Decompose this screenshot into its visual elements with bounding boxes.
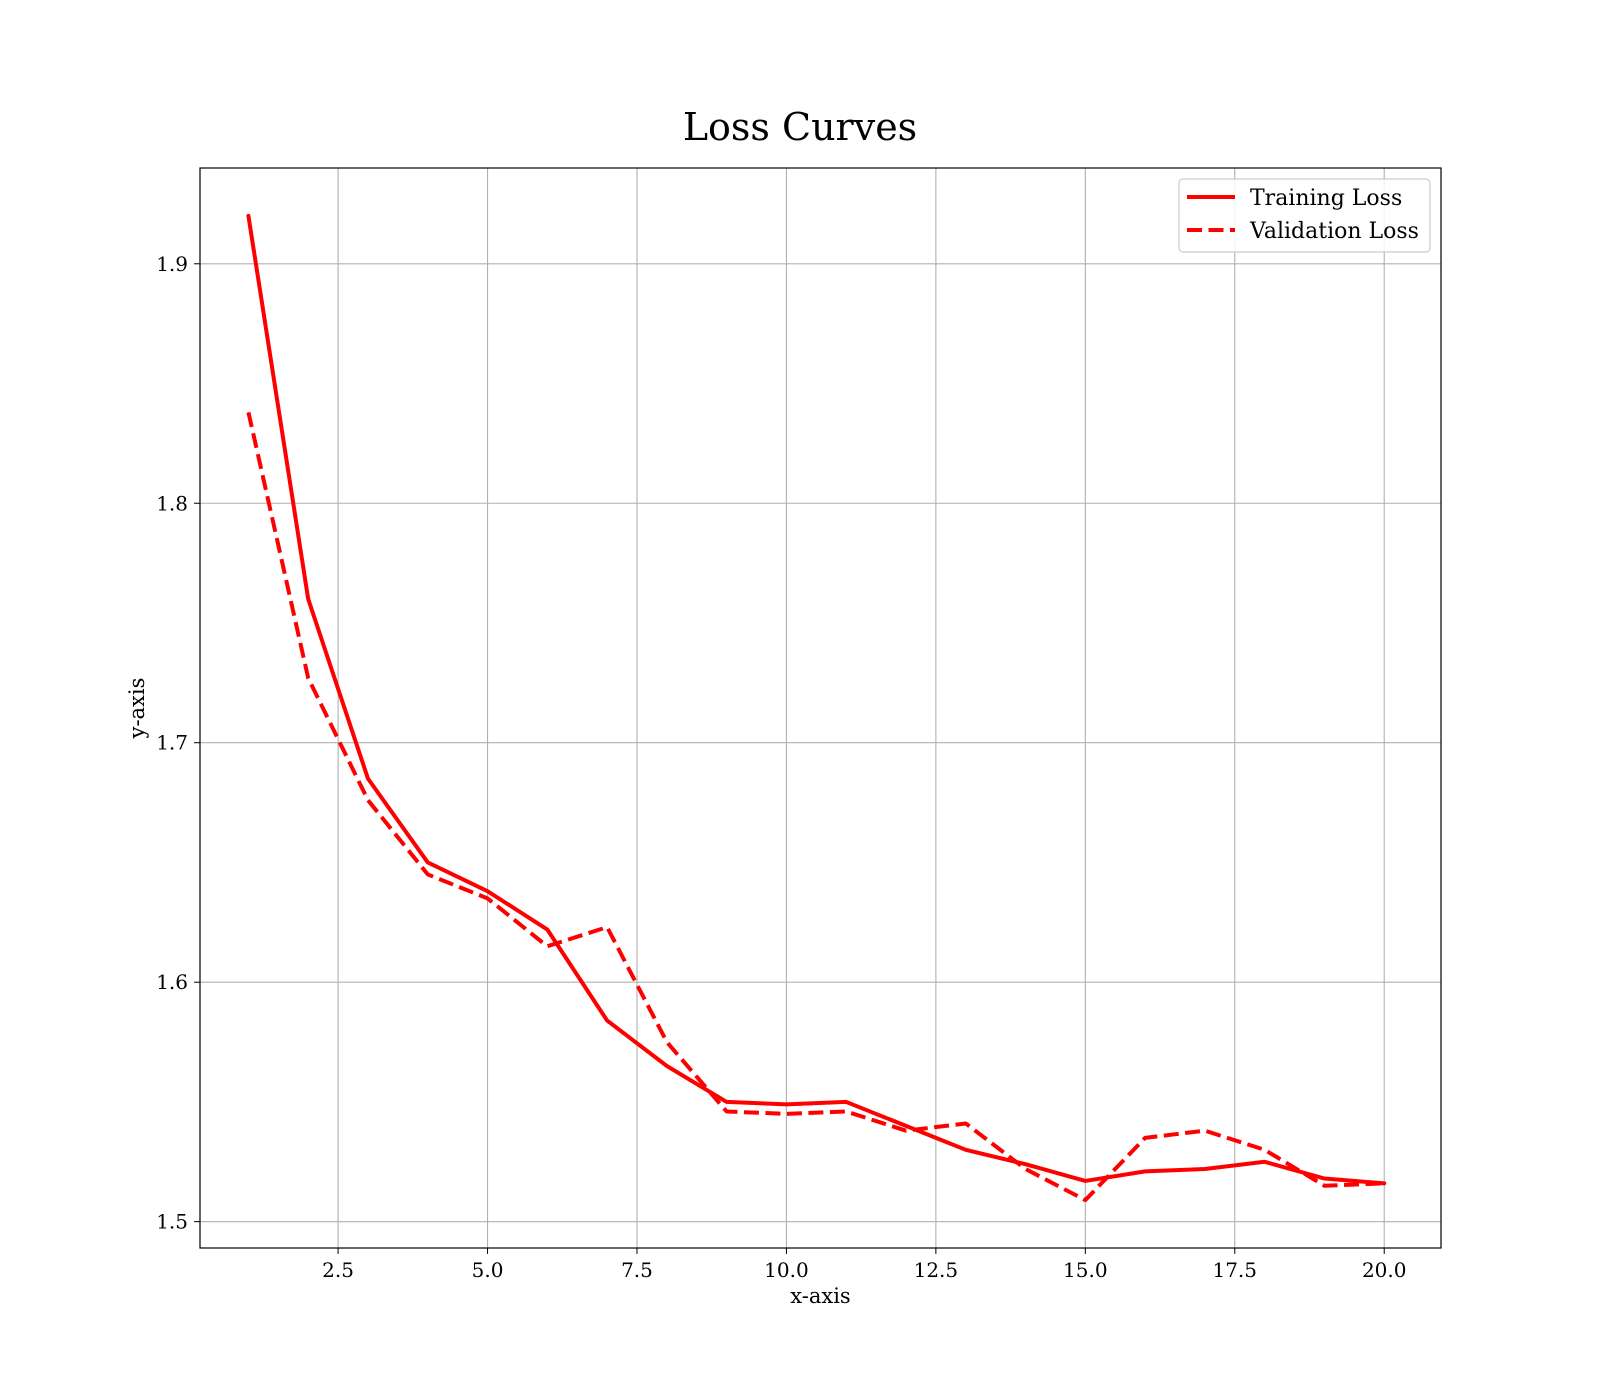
axis-ticks: 2.5 5.0 7.5 10.0 12.5 15.0 17.5 20.0 1.5 1.6 1.7 1.… xyxy=(156,252,1406,1282)
training-loss-line xyxy=(246,213,1387,1186)
legend-label: Validation Loss xyxy=(1249,219,1419,244)
plot-frame xyxy=(199,167,1442,1249)
x-axis-label: x-axis xyxy=(790,1284,850,1308)
x-tick-label: 15.0 xyxy=(1063,1258,1108,1282)
y-tick-label: 1.5 xyxy=(156,1210,188,1234)
y-tick-label: 1.9 xyxy=(156,252,188,276)
grid xyxy=(200,168,1441,1248)
validation-loss-line xyxy=(246,411,1385,1203)
x-tick-label: 10.0 xyxy=(764,1258,809,1282)
chart-title: Loss Curves xyxy=(683,105,917,149)
x-tick-label: 7.5 xyxy=(621,1258,653,1282)
series-lines xyxy=(246,213,1387,1203)
y-axis-label: y-axis xyxy=(125,678,149,740)
y-tick-label: 1.8 xyxy=(156,491,188,515)
legend-box xyxy=(1178,178,1431,253)
x-tick-label: 20.0 xyxy=(1362,1258,1407,1282)
x-tick-label: 2.5 xyxy=(322,1258,354,1282)
legend: Training Loss Validation Loss xyxy=(1178,178,1431,253)
x-tick-label: 5.0 xyxy=(472,1258,504,1282)
legend-label: Training Loss xyxy=(1250,186,1402,211)
y-tick-label: 1.7 xyxy=(156,731,188,755)
y-tick-label: 1.6 xyxy=(156,970,188,994)
x-tick-label: 12.5 xyxy=(914,1258,959,1282)
x-tick-label: 17.5 xyxy=(1212,1258,1257,1282)
